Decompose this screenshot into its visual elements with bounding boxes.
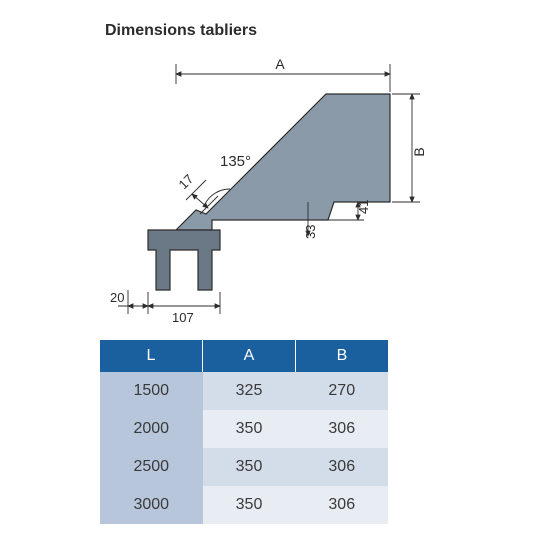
dim-angle-135: 135° <box>220 153 251 170</box>
table-row: 3000 350 306 <box>100 486 388 524</box>
table-row: 2000 350 306 <box>100 410 388 448</box>
col-header-L: L <box>100 340 203 372</box>
dim-33: 33 <box>303 225 318 239</box>
dim-107: 107 <box>172 310 194 325</box>
table-row: 2500 350 306 <box>100 448 388 486</box>
dim-A-label: A <box>275 56 285 72</box>
dim-20: 20 <box>110 290 124 305</box>
table-header-row: L A B <box>100 340 388 372</box>
dim-B-label: B <box>411 147 427 156</box>
dimensions-table: L A B 1500 325 270 2000 350 306 2500 350… <box>100 340 388 524</box>
page-title: Dimensions tabliers <box>105 22 257 40</box>
col-header-B: B <box>296 340 389 372</box>
dim-41: 41 <box>356 200 371 214</box>
col-header-A: A <box>203 340 296 372</box>
table-row: 1500 325 270 <box>100 372 388 410</box>
dim-17: 17 <box>176 171 197 192</box>
base-holder <box>148 230 220 290</box>
dimensions-diagram: A B 41 33 135° 17 20 107 <box>90 44 440 334</box>
